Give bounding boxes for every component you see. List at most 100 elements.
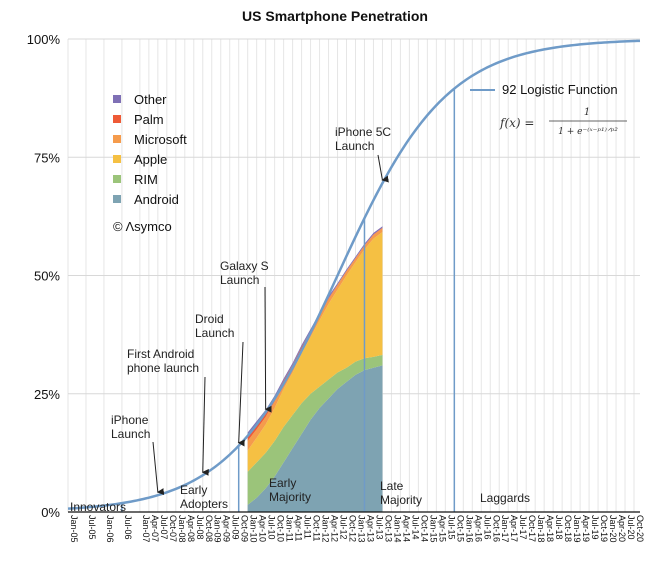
- annotation-arrow: [152, 441, 165, 496]
- area-rim: [247, 354, 383, 505]
- x-tick-label: Apr-09: [222, 515, 232, 542]
- x-tick-label: Oct-10: [276, 515, 286, 542]
- phase-late-majority: Late Majority: [380, 479, 422, 507]
- phase-line: Early: [269, 476, 296, 490]
- annotation-arrow: [237, 341, 245, 447]
- chart-title: US Smartphone Penetration: [242, 8, 428, 24]
- annotation-arrow: [264, 286, 272, 413]
- annotation-line: Droid: [195, 312, 224, 326]
- annotation-line: Galaxy S: [220, 259, 269, 273]
- annotation-line: Launch: [111, 427, 150, 441]
- axes: 0% 25% 50% 75% 100% Jan-05 Jul-05 Jan-06 Jul-06 J…: [27, 32, 645, 543]
- area-microsoft: [247, 228, 383, 451]
- x-tick-label: Jul-20: [626, 515, 636, 540]
- legend-swatch-apple: [113, 155, 121, 163]
- legend-swatch-rim: [113, 175, 121, 183]
- x-tick-label: Oct-12: [348, 515, 358, 542]
- legend-label-android: Android: [134, 192, 179, 207]
- x-tick-label: Jan-05: [69, 515, 79, 543]
- x-tick-label: Apr-11: [294, 515, 304, 541]
- x-tick-label: Jul-14: [410, 515, 420, 540]
- area-android: [247, 365, 383, 512]
- y-tick-label: 75%: [34, 150, 60, 165]
- phase-line: Late: [380, 479, 404, 493]
- x-tick-label: Jul-10: [267, 515, 277, 540]
- phase-laggards: Laggards: [480, 491, 530, 505]
- x-tick-label: Jul-11: [303, 515, 313, 539]
- y-tick-label: 25%: [34, 387, 60, 402]
- x-tick-label: Jul-18: [554, 515, 564, 540]
- x-tick-label: Oct-19: [599, 515, 609, 542]
- x-tick-label: Oct-17: [527, 515, 537, 542]
- x-tick-label: Apr-12: [330, 515, 340, 542]
- x-tick-label: Jan-09: [213, 515, 223, 543]
- phase-line: Innovators: [70, 500, 126, 514]
- x-tick-label: Jul-19: [590, 515, 600, 540]
- x-tick-label: Jul-12: [339, 515, 349, 540]
- legend-swatch-palm: [113, 115, 121, 123]
- x-tick-label: Oct-09: [240, 515, 250, 542]
- formula-lhs: f(x) =: [499, 116, 534, 130]
- y-tick-label: 50%: [34, 269, 60, 284]
- logistic-label: 92 Logistic Function f(x) = 1 1 + e⁻⁽ˣ⁻ᵖ¹⁾ᐟ…: [470, 82, 627, 137]
- x-tick-label: Jan-16: [464, 515, 474, 543]
- legend-label-palm: Palm: [134, 112, 164, 127]
- x-tick-label: Apr-18: [545, 515, 555, 542]
- x-tick-label: Apr-20: [617, 515, 627, 542]
- x-tick-label: Oct-18: [563, 515, 573, 542]
- x-tick-label: Jan-06: [105, 515, 115, 543]
- legend-label-other: Other: [134, 92, 167, 107]
- annotation-iphone-launch: iPhone Launch: [111, 413, 150, 441]
- x-tick-label: Jan-13: [356, 515, 366, 543]
- annotation-droid: Droid Launch: [195, 312, 234, 340]
- phase-innovators: Innovators: [70, 500, 126, 514]
- x-tick-label: Apr-16: [473, 515, 483, 542]
- x-tick-label: Oct-07: [168, 515, 178, 542]
- x-tick-label: Apr-13: [365, 515, 375, 542]
- x-tick-label: Jan-20: [608, 515, 618, 543]
- x-tick-label: Jul-06: [123, 515, 133, 540]
- legend-label-microsoft: Microsoft: [134, 132, 187, 147]
- annotation-line: Launch: [195, 326, 234, 340]
- x-tick-label: Jul-08: [195, 515, 205, 540]
- annotation-line: First Android: [127, 347, 194, 361]
- legend: Other Palm Microsoft Apple RIM Android © Λsymc…: [113, 92, 187, 234]
- x-tick-label: Apr-17: [509, 515, 519, 542]
- y-tick-label: 0%: [41, 505, 60, 520]
- x-tick-label: Oct-13: [383, 515, 393, 542]
- annotation-arrow: [377, 154, 389, 183]
- x-tick-label: Apr-15: [437, 515, 447, 542]
- annotation-line: Launch: [220, 273, 259, 287]
- x-tick-label: Jul-09: [231, 515, 241, 540]
- x-tick-label: Apr-10: [258, 515, 268, 542]
- phase-boundaries: [121, 88, 456, 512]
- x-tick-label: Oct-08: [204, 515, 214, 542]
- x-tick-label: Jul-16: [482, 515, 492, 540]
- x-tick-label: Jan-11: [285, 515, 295, 542]
- x-tick-label: Jan-10: [249, 515, 259, 543]
- x-tick-label: Jul-17: [518, 515, 528, 540]
- y-tick-label: 100%: [27, 32, 61, 47]
- annotation-line: phone launch: [127, 361, 199, 375]
- annotation-iphone-5c: iPhone 5C Launch: [335, 125, 391, 153]
- x-tick-label: Jan-19: [572, 515, 582, 543]
- x-tick-label: Jul-07: [159, 515, 169, 540]
- watermark: © Λsymco: [113, 219, 172, 234]
- phase-line: Early: [180, 483, 207, 497]
- x-tick-label: Jan-17: [500, 515, 510, 543]
- x-tick-label: Jan-14: [392, 515, 402, 543]
- x-tick-label: Oct-14: [419, 515, 429, 542]
- annotation-line: iPhone 5C: [335, 125, 391, 139]
- x-tick-label: Oct-20: [635, 515, 645, 542]
- phase-line: Adopters: [180, 497, 228, 511]
- x-tick-label: Jul-13: [374, 515, 384, 540]
- phase-line: Majority: [380, 493, 422, 507]
- x-tick-label: Oct-11: [312, 515, 322, 541]
- x-tick-label: Apr-14: [401, 515, 411, 542]
- annotation-galaxy-s: Galaxy S Launch: [220, 259, 269, 287]
- legend-swatch-other: [113, 95, 121, 103]
- legend-label-apple: Apple: [134, 152, 167, 167]
- area-apple: [247, 231, 383, 472]
